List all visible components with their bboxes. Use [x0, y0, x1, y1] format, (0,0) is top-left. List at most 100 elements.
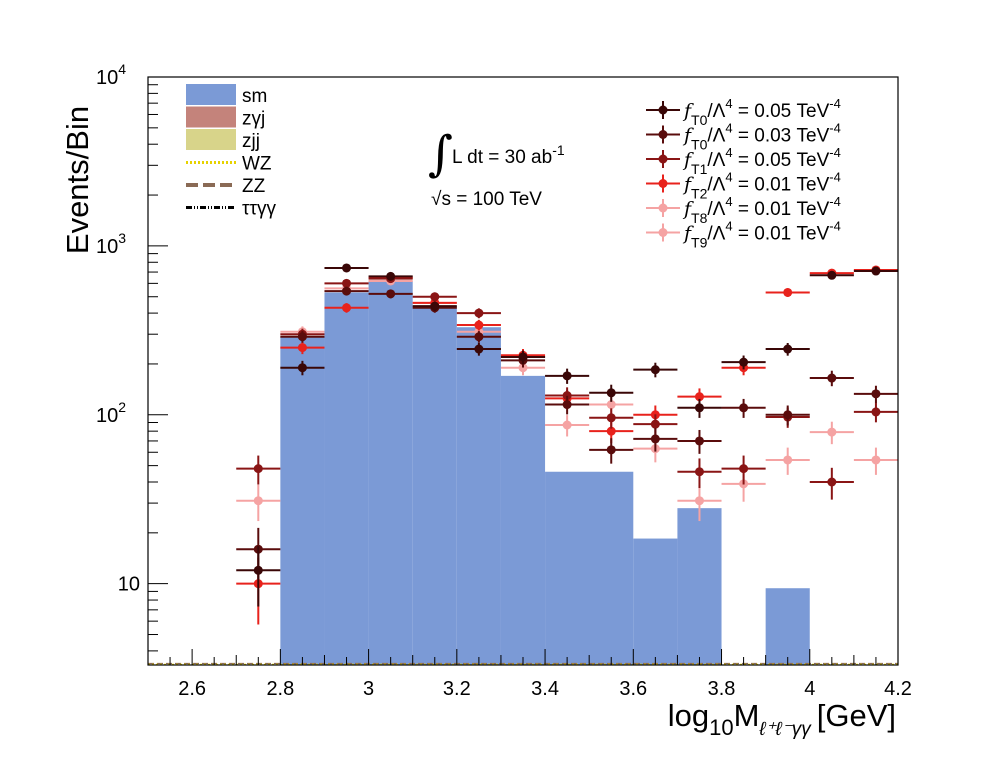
signal-marker	[694, 392, 704, 402]
signal-point	[589, 438, 634, 464]
legend-marker	[658, 130, 668, 139]
signal-marker	[739, 403, 749, 413]
legend-label: ττγγ	[242, 199, 277, 220]
signal-marker	[783, 410, 793, 420]
signal-point	[633, 428, 678, 452]
signal-marker	[650, 365, 660, 375]
signal-point	[545, 415, 590, 437]
x-axis-title: log10Mℓ⁺ℓ⁻γγ [GeV]	[668, 698, 896, 740]
legend-label: ZZ	[242, 176, 266, 197]
legend-right-entry: fT1/Λ4 = 0.05 TeV-4	[646, 145, 841, 177]
x-tick-label: 4	[804, 678, 815, 700]
signal-point	[412, 292, 457, 302]
legend-right-entry: fT2/Λ4 = 0.01 TeV-4	[646, 170, 841, 202]
signal-point	[280, 360, 325, 376]
signal-marker	[342, 286, 352, 296]
signal-point	[721, 355, 766, 370]
legend-label: sm	[242, 86, 267, 107]
signal-marker	[342, 263, 352, 273]
legend-right-entry: fT0/Λ4 = 0.05 TeV-4	[646, 96, 841, 128]
legend-label: WZ	[242, 154, 272, 175]
signal-point	[809, 467, 854, 500]
x-tick-label: 3.6	[619, 678, 647, 700]
signal-marker	[871, 266, 881, 276]
signal-point	[677, 484, 722, 522]
signal-marker	[518, 363, 528, 373]
x-axis-title-var-sub: ℓ⁺ℓ⁻γγ	[758, 719, 812, 740]
signal-points	[236, 263, 898, 625]
legend-right-entry: fT9/Λ4 = 0.01 TeV-4	[646, 219, 841, 251]
signal-marker	[739, 464, 749, 474]
legend-label: fT9/Λ4 = 0.01 TeV-4	[682, 219, 841, 251]
sm-bar	[280, 336, 325, 665]
signal-point	[677, 398, 722, 418]
signal-point	[721, 455, 766, 485]
signal-marker	[783, 344, 793, 354]
signal-point	[456, 319, 501, 331]
signal-marker	[253, 464, 263, 474]
signal-marker	[342, 278, 352, 288]
x-tick-label: 3.4	[531, 678, 559, 700]
luminosity-annotation: ∫ L dt = 30 ab-1 √s = 100 TeV	[428, 126, 565, 210]
signal-point	[633, 362, 678, 378]
signal-marker	[474, 308, 484, 318]
signal-point	[368, 289, 413, 299]
signal-point	[545, 395, 590, 415]
signal-marker	[253, 496, 263, 506]
signal-point	[368, 271, 413, 281]
lumi-text: L dt = 30 ab-1	[452, 142, 565, 168]
signal-marker	[694, 496, 704, 506]
signal-point	[765, 447, 810, 475]
y-axis-title: Events/Bin	[60, 106, 95, 254]
signal-marker	[253, 565, 263, 575]
signal-marker	[827, 477, 837, 487]
legend-marker	[658, 228, 668, 237]
plot-area: 2.6 2.8 3 3.2 3.4 3.6 3.8 4 4.2 10 102 103 104	[96, 61, 912, 700]
signal-point	[853, 266, 898, 276]
legend-left-entry: sm	[186, 84, 267, 107]
signal-marker	[474, 320, 484, 330]
signal-marker	[650, 434, 660, 444]
signal-marker	[739, 357, 749, 367]
y-tick-label: 104	[96, 61, 126, 89]
x-tick-label: 3	[363, 678, 374, 700]
legend-marker	[658, 179, 668, 188]
legend-marker	[658, 154, 668, 164]
signal-marker	[297, 363, 307, 373]
legend-label: zγj	[242, 109, 265, 130]
sm-bar	[677, 508, 722, 665]
signal-marker	[783, 455, 793, 465]
signal-marker	[871, 389, 881, 399]
signal-marker	[606, 445, 616, 455]
integral-symbol: ∫	[428, 126, 453, 182]
legend-right-entry: fT0/Λ4 = 0.03 TeV-4	[646, 121, 841, 153]
lumi-text-main: L dt = 30 ab	[452, 147, 552, 168]
signal-point	[853, 447, 898, 475]
signal-marker	[386, 289, 396, 299]
signal-marker	[297, 332, 307, 342]
signal-marker	[342, 303, 352, 313]
signal-point	[633, 414, 678, 436]
signal-marker	[606, 413, 616, 423]
sm-bar	[500, 375, 546, 665]
x-tick-label: 4.2	[884, 678, 912, 700]
signal-marker	[562, 400, 572, 410]
signal-point	[545, 387, 590, 405]
signal-point	[280, 331, 325, 343]
signal-marker	[606, 388, 616, 398]
signal-point	[236, 546, 281, 607]
signal-marker	[430, 292, 440, 302]
signal-marker	[650, 419, 660, 429]
x-axis-title-unit: [GeV]	[817, 698, 896, 733]
signal-point	[853, 385, 898, 404]
legend-label: fT1/Λ4 = 0.05 TeV-4	[682, 145, 841, 177]
signal-marker	[474, 344, 484, 354]
signal-marker	[871, 455, 881, 465]
signal-marker	[783, 287, 793, 297]
legend-left-entry: WZ	[186, 154, 272, 175]
x-tick-label: 3.2	[443, 678, 471, 700]
legend-right-entry: fT8/Λ4 = 0.01 TeV-4	[646, 194, 841, 226]
legend-left-entry: zγj	[186, 106, 265, 130]
legend-label: fT0/Λ4 = 0.03 TeV-4	[682, 121, 841, 153]
signal-marker	[694, 436, 704, 446]
